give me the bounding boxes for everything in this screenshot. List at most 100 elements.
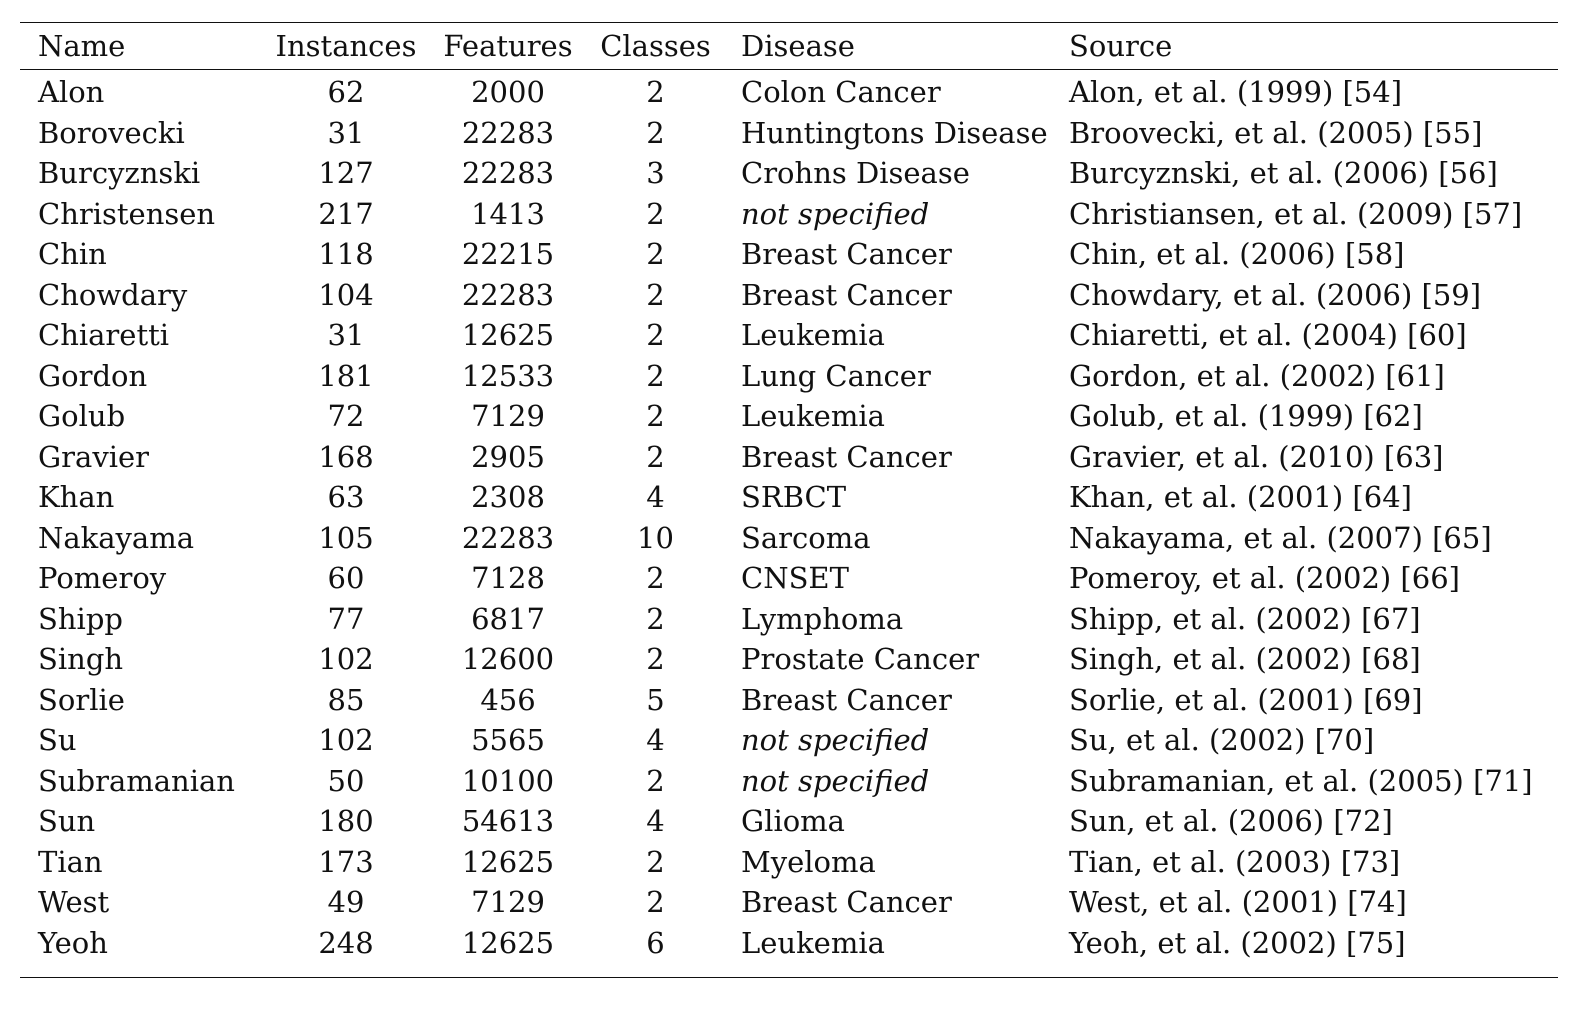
cell-name: Golub (38, 399, 126, 433)
cell-name: West (38, 885, 110, 919)
cell-source: Sun, et al. (2006) [72] (1069, 804, 1393, 838)
cell-features: 456 (480, 682, 536, 717)
cell-disease: Breast Cancer (741, 439, 952, 474)
cell-disease: Breast Cancer (741, 682, 952, 717)
table-row: Tian 173 12625 2 Myeloma Tian, et al. (2003) … (20, 842, 1558, 883)
cell-disease: Myeloma (741, 844, 876, 879)
cell-classes: 3 (646, 156, 665, 190)
cell-name: Shipp (38, 601, 123, 636)
cell-name: Borovecki (38, 115, 185, 150)
cell-name: Gravier (38, 439, 150, 474)
cell-disease: SRBCT (741, 480, 847, 514)
cell-features: 12625 (461, 844, 555, 879)
table-row: Gordon 181 12533 2 Lung Cancer Gordon, et al.… (20, 356, 1558, 397)
cell-disease: Sarcoma (741, 520, 871, 555)
cell-classes: 2 (646, 399, 665, 433)
cell-name: Su (38, 723, 77, 757)
table-row: Borovecki 31 22283 2 Huntingtons Disease Broo… (20, 113, 1558, 154)
table-row: Golub 72 7129 2 Leukemia Golub, et al. (1999)… (20, 396, 1558, 437)
cell-name: Subramanian (38, 763, 235, 798)
cell-instances: 168 (318, 439, 374, 474)
cell-instances: 85 (327, 682, 365, 717)
cell-instances: 102 (318, 723, 374, 757)
cell-disease: Huntingtons Disease (741, 115, 1048, 150)
cell-instances: 72 (327, 399, 365, 433)
cell-source: Tian, et al. (2003) [73] (1069, 844, 1401, 879)
cell-instances: 180 (318, 804, 374, 838)
cell-disease: not specified (741, 723, 930, 757)
cell-source: Su, et al. (2002) [70] (1069, 723, 1375, 757)
cell-features: 2000 (471, 75, 545, 109)
cell-instances: 50 (327, 763, 365, 798)
cell-name: Chiaretti (38, 318, 170, 352)
cell-features: 6817 (471, 601, 545, 636)
cell-instances: 31 (327, 115, 365, 150)
header-instances: Instances (275, 29, 417, 63)
cell-instances: 105 (318, 520, 374, 555)
cell-disease: Lymphoma (741, 601, 904, 636)
cell-instances: 63 (327, 480, 365, 514)
cell-disease: Glioma (741, 804, 845, 838)
table-row: Gravier 168 2905 2 Breast Cancer Gravier, et … (20, 437, 1558, 478)
cell-classes: 2 (646, 358, 665, 393)
cell-classes: 4 (646, 480, 665, 514)
cell-classes: 2 (646, 763, 665, 798)
cell-name: Yeoh (38, 925, 108, 960)
cell-features: 22283 (461, 115, 555, 150)
cell-source: Burcyznski, et al. (2006) [56] (1069, 156, 1498, 190)
cell-instances: 118 (318, 237, 374, 271)
header-disease: Disease (741, 29, 855, 63)
cell-disease: Breast Cancer (741, 885, 952, 919)
cell-features: 12533 (461, 358, 555, 393)
cell-source: Subramanian, et al. (2005) [71] (1069, 763, 1533, 798)
cell-disease: Breast Cancer (741, 237, 952, 271)
cell-source: Broovecki, et al. (2005) [55] (1069, 115, 1483, 150)
cell-disease: CNSET (741, 561, 849, 595)
table-row: Alon 62 2000 2 Colon Cancer Alon, et al. (199… (20, 70, 1558, 113)
cell-instances: 173 (318, 844, 374, 879)
cell-classes: 2 (646, 601, 665, 636)
cell-source: Chiaretti, et al. (2004) [60] (1069, 318, 1467, 352)
cell-features: 7128 (471, 561, 545, 595)
cell-classes: 4 (646, 723, 665, 757)
cell-instances: 104 (318, 277, 374, 312)
cell-features: 22283 (461, 520, 555, 555)
cell-classes: 4 (646, 804, 665, 838)
cell-source: West, et al. (2001) [74] (1069, 885, 1407, 919)
cell-name: Tian (38, 844, 103, 879)
cell-features: 22215 (461, 237, 555, 271)
cell-source: Alon, et al. (1999) [54] (1069, 75, 1403, 109)
table-row: Sorlie 85 456 5 Breast Cancer Sorlie, et al. … (20, 680, 1558, 721)
cell-source: Christiansen, et al. (2009) [57] (1069, 196, 1523, 231)
cell-features: 2905 (471, 439, 545, 474)
table-row: Shipp 77 6817 2 Lymphoma Shipp, et al. (2002)… (20, 599, 1558, 640)
table-row: Subramanian 50 10100 2 not specified Subraman… (20, 761, 1558, 802)
cell-instances: 77 (327, 601, 365, 636)
cell-source: Khan, et al. (2001) [64] (1069, 480, 1412, 514)
cell-classes: 2 (646, 439, 665, 474)
cell-source: Singh, et al. (2002) [68] (1069, 642, 1421, 676)
cell-disease: Lung Cancer (741, 358, 931, 393)
cell-classes: 2 (646, 237, 665, 271)
cell-classes: 2 (646, 885, 665, 919)
cell-name: Gordon (38, 358, 148, 393)
cell-features: 2308 (471, 480, 545, 514)
cell-instances: 60 (327, 561, 365, 595)
table-row: Chin 118 22215 2 Breast Cancer Chin, et al. (… (20, 234, 1558, 275)
header-classes: Classes (600, 29, 711, 63)
cell-instances: 217 (318, 196, 374, 231)
cell-name: Sun (38, 804, 96, 838)
cell-instances: 49 (327, 885, 365, 919)
cell-name: Nakayama (38, 520, 194, 555)
cell-source: Shipp, et al. (2002) [67] (1069, 601, 1421, 636)
cell-name: Burcyznski (38, 156, 201, 190)
cell-name: Chowdary (38, 277, 188, 312)
table-header: Name Instances Features Classes Disease … (20, 23, 1558, 70)
cell-name: Singh (38, 642, 124, 676)
table-row: Pomeroy 60 7128 2 CNSET Pomeroy, et al. (2002… (20, 558, 1558, 599)
cell-instances: 181 (318, 358, 374, 393)
header-row: Name Instances Features Classes Disease … (20, 23, 1558, 69)
table-row: Sun 180 54613 4 Glioma Sun, et al. (2006) [72… (20, 801, 1558, 842)
cell-features: 7129 (471, 399, 545, 433)
cell-disease: Leukemia (741, 925, 885, 960)
